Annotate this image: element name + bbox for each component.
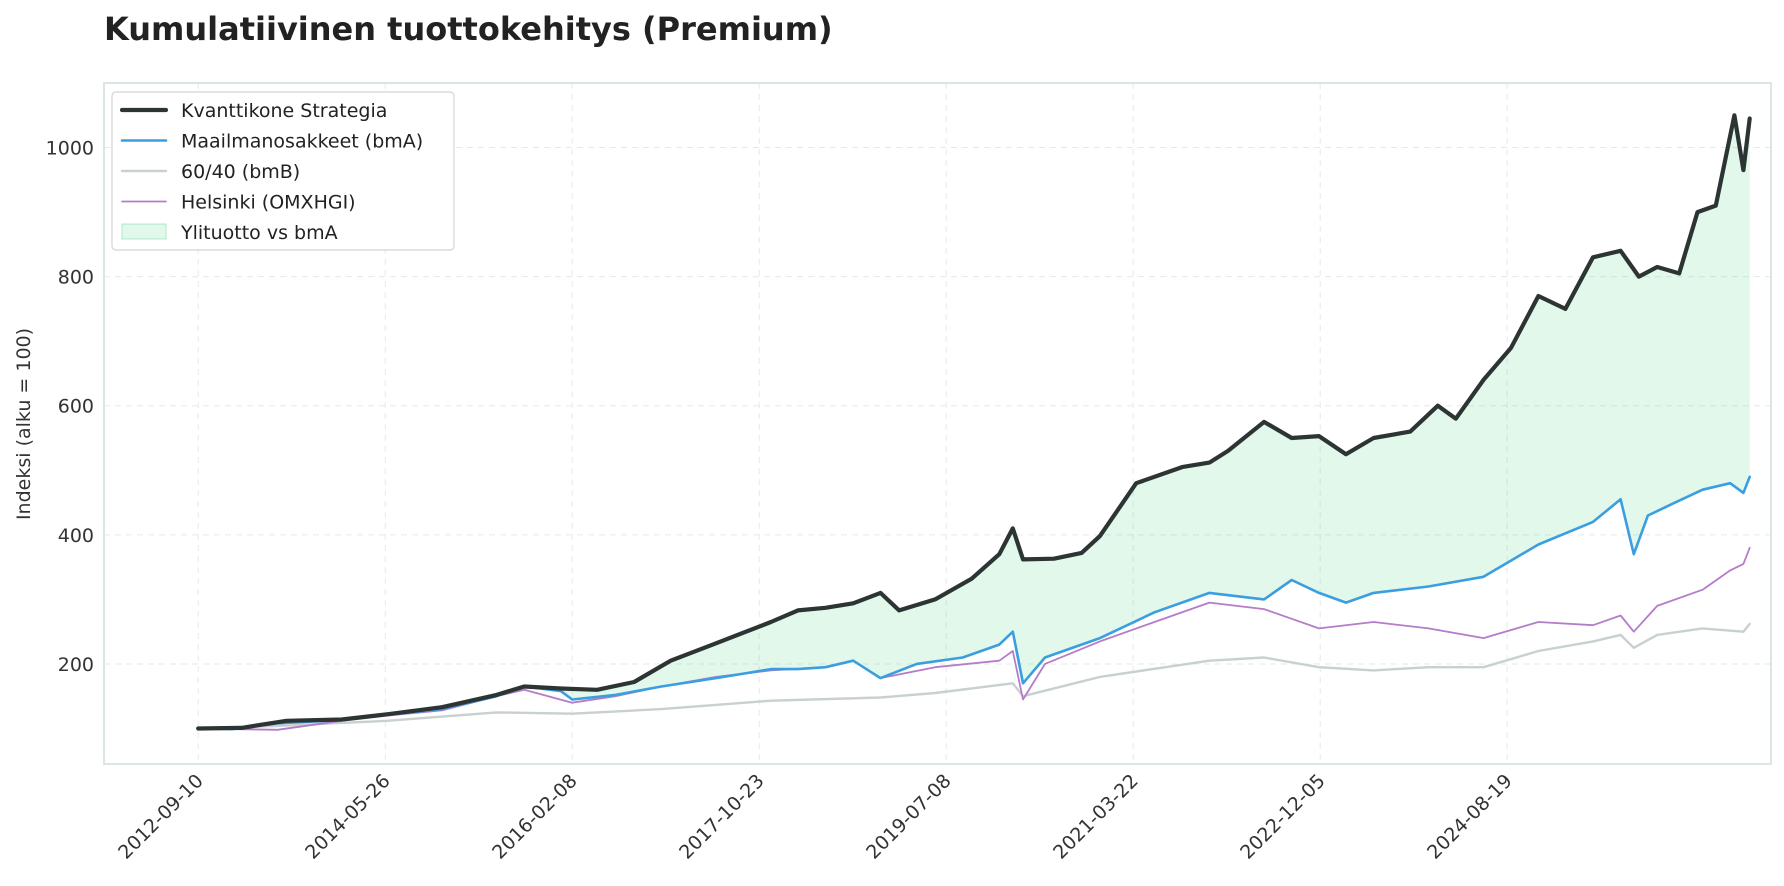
x-tick-label: 2019-07-08 bbox=[862, 770, 956, 864]
y-axis-ticks: 200 400 600 800 1000 bbox=[46, 138, 94, 676]
legend-label: Maailmanosakkeet (bmA) bbox=[181, 131, 423, 153]
y-tick-label: 800 bbox=[58, 267, 94, 289]
x-tick-label: 2021-03-22 bbox=[1049, 770, 1143, 864]
x-tick-label: 2024-08-19 bbox=[1423, 770, 1517, 864]
series-layer bbox=[196, 113, 1752, 731]
series-line-helsinki-omxhgi bbox=[197, 546, 1751, 731]
x-axis-ticks: 2012-09-10 2014-05-26 2016-02-08 2017-10-23… bbox=[114, 770, 1517, 864]
grid-layer bbox=[104, 83, 1771, 764]
fill-layer bbox=[198, 116, 1750, 730]
chart-title: Kumulatiivinen tuottokehitys (Premium) bbox=[104, 10, 833, 48]
legend: Kvanttikone Strategia Maailmanosakkeet (b… bbox=[111, 91, 455, 251]
x-tick-label: 2012-09-10 bbox=[114, 770, 208, 864]
x-tick-label: 2016-02-08 bbox=[488, 770, 582, 864]
legend-label: Kvanttikone Strategia bbox=[181, 100, 387, 122]
series-line-60-40-bmb bbox=[196, 622, 1751, 730]
y-tick-label: 400 bbox=[58, 525, 94, 547]
y-axis-label: Indeksi (alku = 100) bbox=[13, 328, 35, 520]
x-tick-label: 2017-10-23 bbox=[675, 770, 769, 864]
legend-label: Ylituotto vs bmA bbox=[180, 222, 338, 244]
legend-label: Helsinki (OMXHGI) bbox=[181, 192, 356, 214]
series-line-kvanttikone-strategia bbox=[196, 113, 1752, 731]
legend-items: Kvanttikone Strategia Maailmanosakkeet (b… bbox=[119, 100, 423, 244]
legend-box bbox=[111, 91, 455, 251]
y-tick-label: 1000 bbox=[46, 138, 94, 160]
y-tick-label: 600 bbox=[58, 396, 94, 418]
excess-return-fill bbox=[198, 116, 1750, 730]
legend-label: 60/40 (bmB) bbox=[181, 161, 300, 183]
legend-swatch bbox=[121, 223, 167, 240]
x-tick-label: 2014-05-26 bbox=[301, 770, 395, 864]
plot-frame bbox=[103, 82, 1772, 765]
x-tick-label: 2022-12-05 bbox=[1236, 770, 1330, 864]
y-tick-label: 200 bbox=[58, 654, 94, 676]
